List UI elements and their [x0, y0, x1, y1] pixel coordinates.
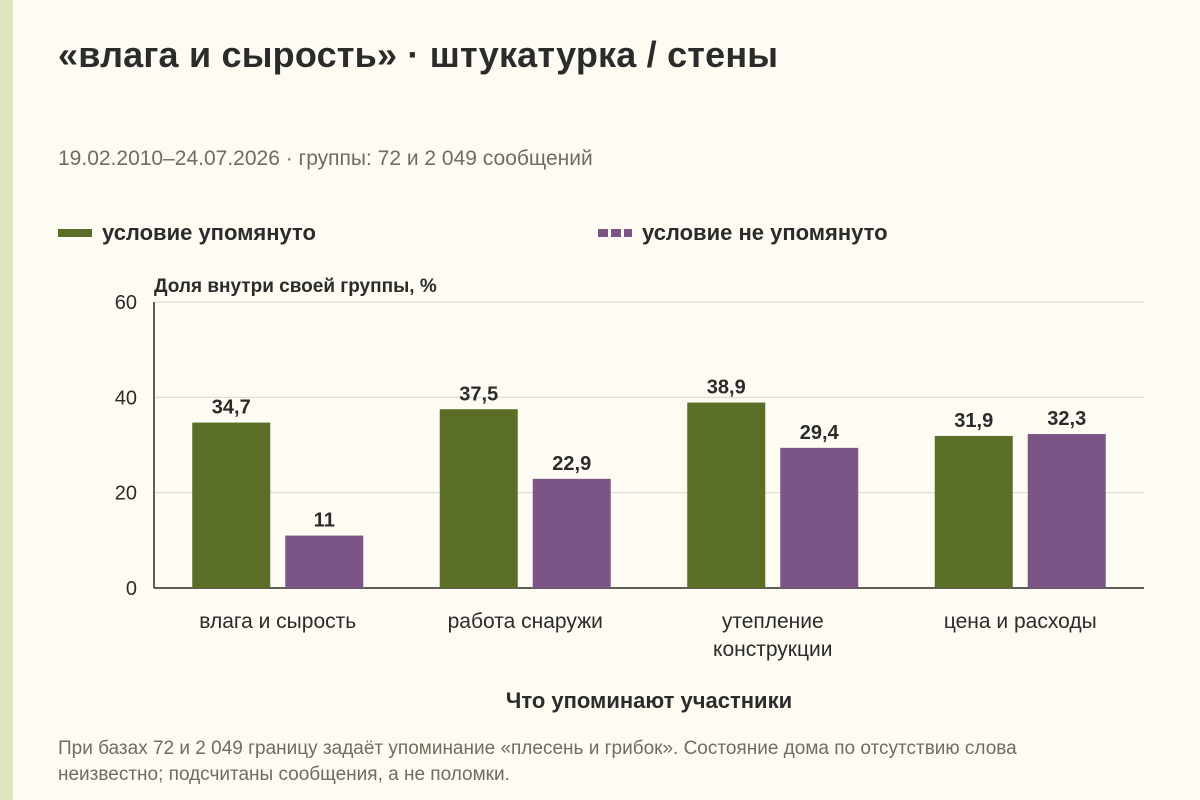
legend-swatch-mentioned: [58, 229, 92, 237]
bar-s0-c0: [192, 422, 271, 588]
footnote: При базах 72 и 2 049 границу задаёт упом…: [58, 738, 1017, 785]
bar-s1-c3: [1027, 434, 1106, 588]
x-axis-title: Что упоминают участники: [506, 688, 792, 713]
x-tick-label-3: цена и расходы: [944, 610, 1097, 633]
left-accent-bar: [0, 0, 13, 800]
legend-label-mentioned: условие упомянуто: [102, 220, 316, 245]
bar-s1-c1: [532, 478, 611, 588]
data-label-s0-c1: 37,5: [459, 383, 498, 405]
bar-s0-c2: [687, 402, 766, 588]
legend-label-not-mentioned: условие не упомянуто: [642, 220, 888, 245]
data-label-s1-c3: 32,3: [1047, 408, 1086, 430]
y-tick-label-3: 60: [115, 292, 137, 314]
data-label-s1-c2: 29,4: [800, 422, 840, 444]
x-tick-label-0: влага и сырость: [199, 610, 356, 633]
y-tick-label-0: 0: [126, 578, 137, 600]
bar-s1-c2: [780, 447, 859, 588]
y-tick-label-1: 20: [115, 483, 137, 505]
data-label-s1-c0: 11: [314, 510, 335, 532]
data-label-s0-c2: 38,9: [707, 377, 746, 399]
chart-subtitle: 19.02.2010–24.07.2026 · группы: 72 и 2 0…: [58, 147, 593, 170]
bar-s0-c3: [934, 435, 1013, 588]
legend-item-not-mentioned: условие не упомянуто: [598, 220, 888, 246]
x-tick-label-2-line-0: утепление: [722, 610, 824, 633]
y-tick-label-2: 40: [115, 387, 137, 409]
bar-s1-c0: [285, 535, 364, 588]
bar-s0-c1: [439, 409, 518, 588]
data-label-s0-c0: 34,7: [212, 397, 251, 419]
chart-title: «влага и сырость» · штукатурка / стены: [58, 34, 779, 75]
data-label-s1-c1: 22,9: [552, 453, 591, 475]
legend-item-mentioned: условие упомянуто: [58, 220, 316, 246]
data-label-s0-c3: 31,9: [954, 410, 993, 432]
x-tick-label-2-line-1: конструкции: [713, 638, 832, 661]
y-axis-title: Доля внутри своей группы, %: [154, 276, 437, 297]
legend-swatch-not-mentioned: [598, 229, 632, 237]
x-tick-label-1: работа снаружи: [448, 610, 603, 633]
